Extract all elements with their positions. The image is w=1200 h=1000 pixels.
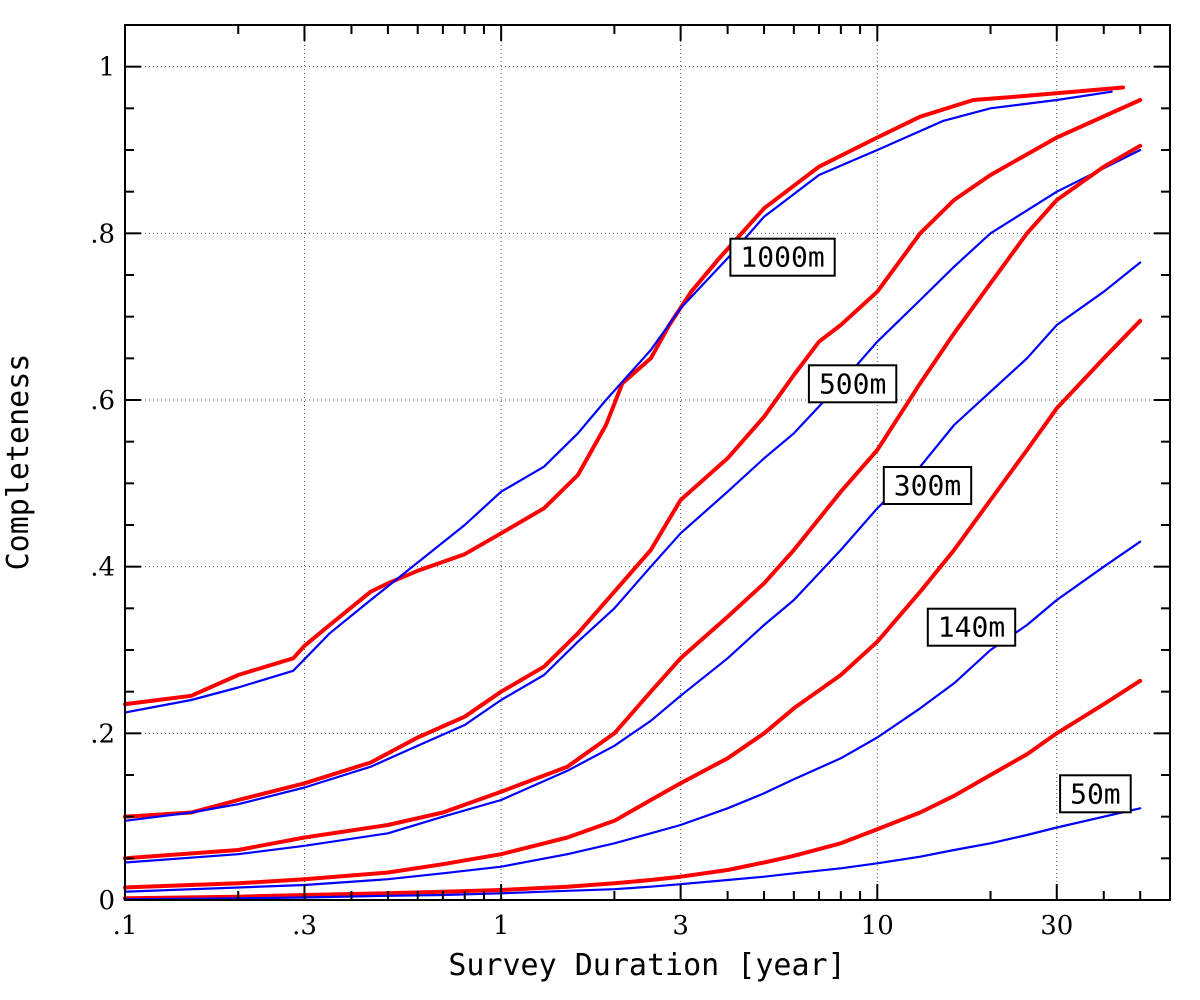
curve-label-box — [807, 364, 898, 404]
curve-label-140m: 140m — [926, 607, 1017, 647]
y-tick-label: .8 — [90, 219, 115, 249]
y-axis-title: Completeness — [1, 354, 36, 571]
x-tick-label: 10 — [861, 911, 894, 941]
x-axis-title: Survey Duration [year] — [448, 948, 845, 983]
curve-label-box — [729, 237, 836, 277]
y-tick-label: .6 — [90, 386, 115, 416]
curve-label-text: 140m — [938, 611, 1005, 644]
curve-label-50m: 50m — [1059, 774, 1132, 814]
curve-labels: 1000m 500m 300m 140m 50m — [729, 237, 1132, 814]
x-tick-label: 30 — [1040, 911, 1073, 941]
series-140m-red — [123, 318, 1143, 890]
curve-label-500m: 500m — [807, 364, 898, 404]
curve-label-text: 1000m — [740, 241, 824, 274]
series-140m-blue — [123, 540, 1142, 893]
curve-label-text: 500m — [819, 367, 886, 400]
x-tick-label: 3 — [672, 911, 689, 941]
tick-labels: .1 .3 1 3 10 30 0 .2 .4 .6 .8 1 — [90, 53, 1073, 941]
curve-label-text: 300m — [894, 469, 961, 502]
series-50m-red — [123, 678, 1143, 901]
y-tick-label: 0 — [98, 886, 115, 916]
plot-frame — [124, 24, 1171, 901]
curve-label-text: 50m — [1070, 777, 1121, 810]
series-lines — [123, 85, 1143, 901]
curve-label-300m: 300m — [882, 466, 973, 505]
y-tick-label: 1 — [98, 53, 115, 83]
x-tick-label: .1 — [113, 911, 138, 941]
series-500m-red — [123, 98, 1143, 819]
gridlines — [125, 25, 1170, 900]
x-tick-label: 1 — [493, 911, 510, 941]
series-300m-red — [123, 143, 1143, 861]
x-tick-label: .3 — [292, 911, 317, 941]
curve-label-1000m: 1000m — [729, 237, 836, 277]
curve-label-box — [882, 466, 973, 505]
series-1000m-red — [123, 85, 1125, 707]
curve-label-box — [1059, 774, 1132, 814]
series-50m-blue — [123, 807, 1142, 901]
y-tick-label: .2 — [90, 719, 115, 749]
series-1000m-blue — [123, 90, 1113, 714]
curve-label-box — [926, 607, 1017, 647]
series-500m-blue — [123, 148, 1142, 822]
y-tick-label: .4 — [90, 553, 115, 583]
axis-ticks — [124, 25, 1170, 901]
series-300m-blue — [123, 261, 1142, 864]
